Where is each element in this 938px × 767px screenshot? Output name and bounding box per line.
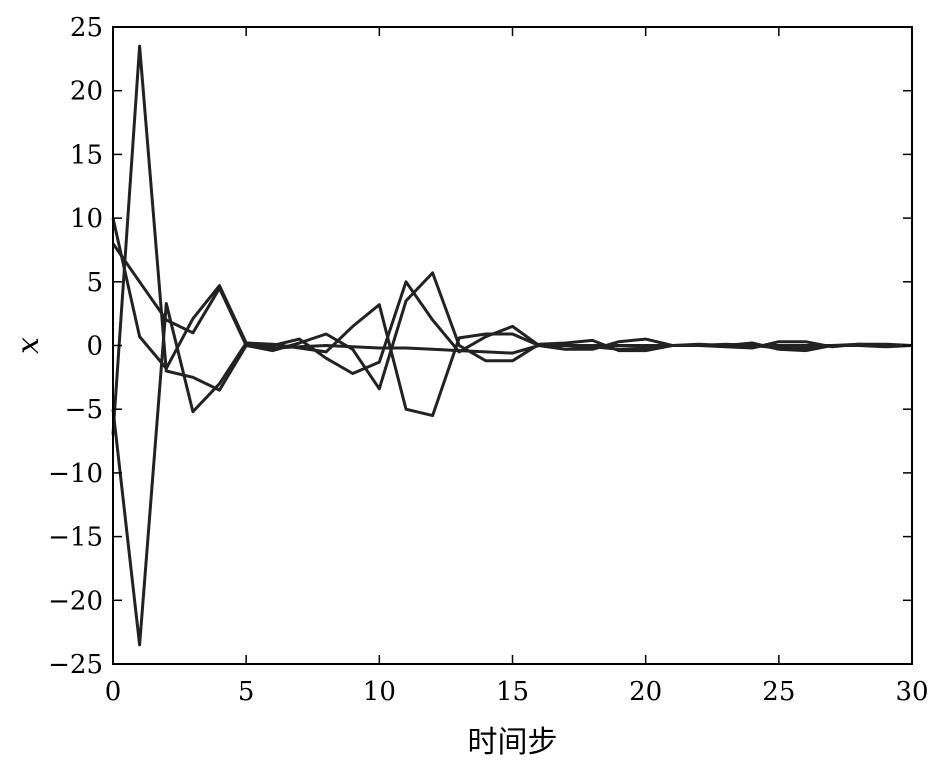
y-tick-label: 10 (70, 204, 103, 234)
y-tick-label: 20 (70, 77, 103, 107)
x-tick-label: 10 (363, 677, 396, 707)
plot-frame (112, 26, 913, 665)
x-tick-label: 15 (496, 677, 529, 707)
y-tick-label: 0 (86, 332, 103, 362)
y-tick-label: 5 (86, 268, 103, 298)
series-line-4 (111, 217, 913, 418)
series-line-2 (111, 280, 912, 647)
y-tick-label: −25 (48, 650, 103, 680)
x-tick-label: 5 (238, 677, 255, 707)
series-line-1 (111, 44, 912, 435)
y-tick-label: 15 (70, 140, 103, 170)
series-layer (111, 44, 913, 647)
x-tick-label: 20 (629, 677, 662, 707)
y-tick-label: 25 (70, 13, 103, 43)
x-tick-label: 25 (762, 677, 795, 707)
x-tick-label: 0 (105, 677, 122, 707)
y-tick-label: −15 (48, 523, 103, 553)
x-axis-title: 时间步 (468, 725, 558, 760)
y-axis-title: x (11, 337, 46, 354)
y-tick-label: −20 (48, 586, 103, 616)
y-tick-label: −5 (65, 395, 103, 425)
ticks-layer: 0 5 10 15 20 25 30 25 20 15 10 5 0 −5 −10 −15 −20 −25 (48, 13, 928, 707)
y-tick-label: −10 (48, 459, 103, 489)
x-tick-label: 30 (895, 677, 928, 707)
